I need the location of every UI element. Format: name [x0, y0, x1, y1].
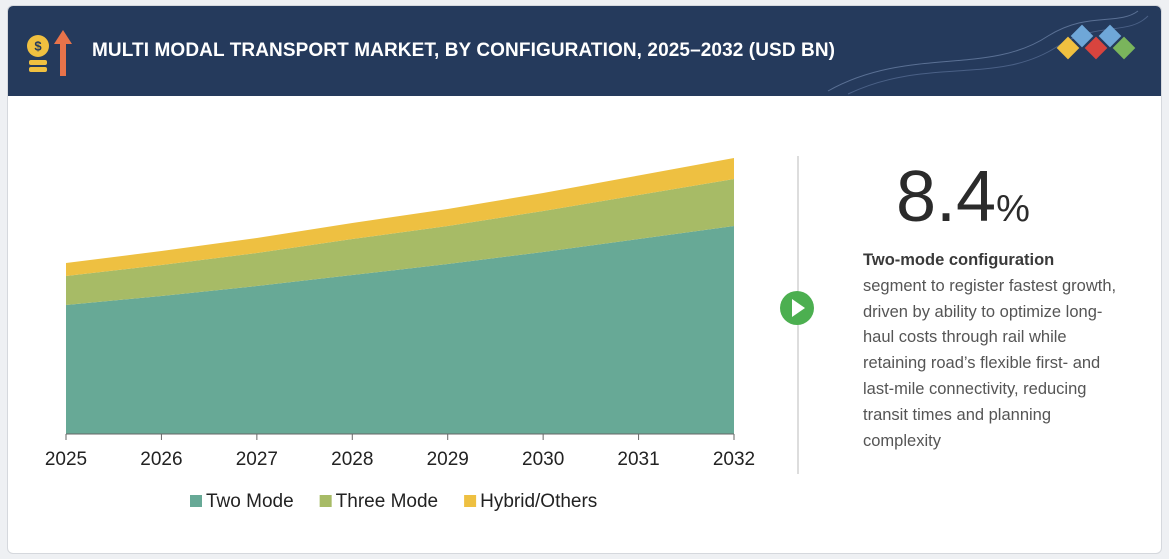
x-tick-label: 2030 [522, 449, 564, 470]
highlight: 8.4% [896, 156, 1030, 238]
x-tick-label: 2025 [45, 449, 87, 470]
legend-swatch [464, 495, 477, 507]
x-tick-label: 2028 [331, 449, 373, 470]
x-tick-label: 2032 [713, 449, 755, 470]
card: $ MULTI MODAL TRANSPORT MARKET, BY CONFI… [7, 5, 1162, 554]
legend-label: Three Mode [336, 491, 438, 512]
highlight-value: 8.4 [896, 157, 997, 237]
highlight-text: Two-mode configuration segment to registe… [863, 248, 1123, 454]
header: $ MULTI MODAL TRANSPORT MARKET, BY CONFI… [8, 6, 1161, 96]
highlight-unit: % [996, 188, 1030, 230]
legend-label: Two Mode [206, 491, 294, 512]
play-icon [780, 291, 814, 325]
svg-text:$: $ [34, 38, 42, 53]
highlight-body: segment to register fastest growth, driv… [863, 276, 1117, 450]
area [66, 158, 734, 276]
icon: $ [27, 30, 72, 76]
area [66, 226, 734, 434]
x-tick-label: 2029 [427, 449, 469, 470]
legend-swatch [319, 495, 332, 507]
header-art: $ [27, 10, 1149, 95]
legend-label: Hybrid/Others [480, 491, 597, 512]
x-tick-label: 2027 [236, 449, 278, 470]
area [66, 179, 734, 305]
highlight-lead: Two-mode configuration [863, 251, 1055, 269]
x-tick-label: 2031 [617, 449, 659, 470]
chart: 2025 2026 2027 2028 2029 2030 2031 2032 Two Mode… [45, 156, 814, 512]
x-tick-label: 2026 [140, 449, 182, 470]
legend-swatch [190, 495, 202, 507]
title: MULTI MODAL TRANSPORT MARKET, BY CONFIGU… [92, 40, 836, 61]
